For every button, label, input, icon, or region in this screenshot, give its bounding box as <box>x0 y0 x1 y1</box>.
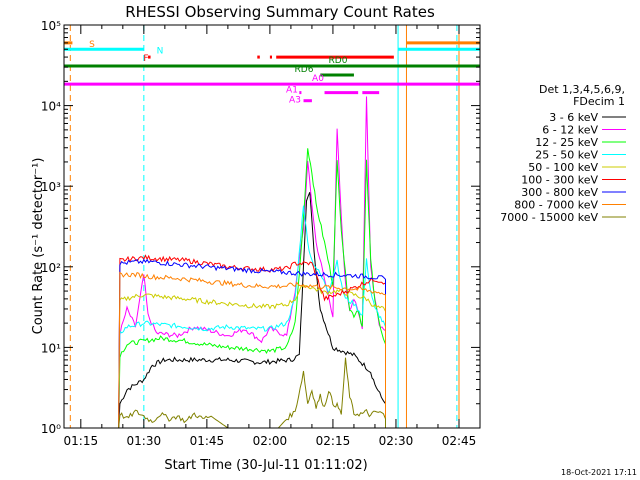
x-tick-label: 01:15 <box>64 434 99 448</box>
flag-label-a0: A0 <box>312 74 324 84</box>
axes-frame <box>63 24 481 429</box>
legend-item-label: 3 - 6 keV <box>549 111 598 124</box>
legend-item-label: 7000 - 15000 keV <box>500 211 598 224</box>
y-tick-label: 10² <box>41 261 61 275</box>
flag-label-f: F <box>143 54 148 64</box>
flag-label-rd6: RD6 <box>295 65 314 75</box>
legend-header-line: FDecim 1 <box>573 95 625 108</box>
flag-label-a3: A3 <box>289 96 301 106</box>
series-line-2 <box>118 148 386 428</box>
x-tick-label: 01:45 <box>190 434 225 448</box>
x-tick-label: 02:45 <box>442 434 477 448</box>
y-tick-label: 10⁵ <box>41 19 61 33</box>
flag-label-n: N <box>157 46 164 56</box>
series-line-0 <box>118 192 386 428</box>
flag-label-a1: A1 <box>286 86 298 96</box>
footer-timestamp: 18-Oct-2021 17:11 <box>561 468 637 477</box>
x-tick-label: 02:15 <box>316 434 351 448</box>
series-line-5 <box>118 254 386 428</box>
chart-title: RHESSI Observing Summary Count Rates <box>125 3 435 21</box>
x-tick-label: 01:30 <box>127 434 162 448</box>
series-line-6 <box>118 258 386 428</box>
x-tick-label: 02:00 <box>253 434 288 448</box>
x-tick-label: 02:30 <box>379 434 414 448</box>
series-line-7 <box>118 271 386 428</box>
legend-item-label: 100 - 300 keV <box>521 174 598 187</box>
flag-label-s: S <box>89 40 95 50</box>
series-line-8 <box>118 357 386 428</box>
series-line-3 <box>118 205 386 428</box>
series-line-4 <box>118 284 386 428</box>
series-line-1 <box>118 96 386 428</box>
y-axis-label: Count Rate (s⁻¹ detector⁻¹) <box>31 158 46 335</box>
plot-clip-group <box>64 25 480 428</box>
x-axis-label: Start Time (30-Jul-11 01:11:02) <box>164 458 367 473</box>
flag-label-rd0: RD0 <box>329 56 348 66</box>
y-tick-label: 10¹ <box>41 341 61 355</box>
legend-header-line: Det 1,3,4,5,6,9, <box>539 83 625 96</box>
legend-item-label: 800 - 7000 keV <box>514 199 598 212</box>
legend-item-label: 300 - 800 keV <box>521 186 598 199</box>
legend-item-label: 25 - 50 keV <box>535 149 598 162</box>
y-tick-label: 10³ <box>41 180 61 194</box>
legend-item-label: 12 - 25 keV <box>535 136 598 149</box>
y-tick-label: 10⁰ <box>41 422 61 436</box>
y-tick-label: 10⁴ <box>41 100 61 114</box>
legend-item-label: 6 - 12 keV <box>542 124 598 137</box>
legend-item-label: 50 - 100 keV <box>528 161 598 174</box>
